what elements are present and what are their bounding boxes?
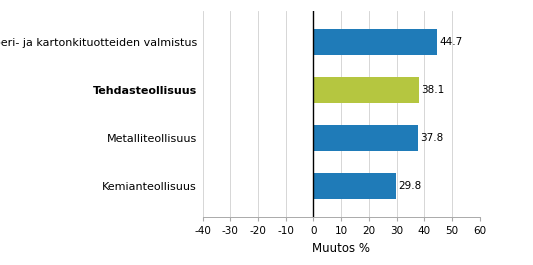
Text: 44.7: 44.7 [439,37,463,47]
Text: 37.8: 37.8 [420,133,443,143]
X-axis label: Muutos %: Muutos % [312,242,370,255]
Text: 38.1: 38.1 [421,85,444,95]
Bar [313,29,437,55]
Text: 29.8: 29.8 [398,181,421,191]
Bar [313,125,418,151]
Bar [313,173,396,199]
Bar [313,77,419,103]
